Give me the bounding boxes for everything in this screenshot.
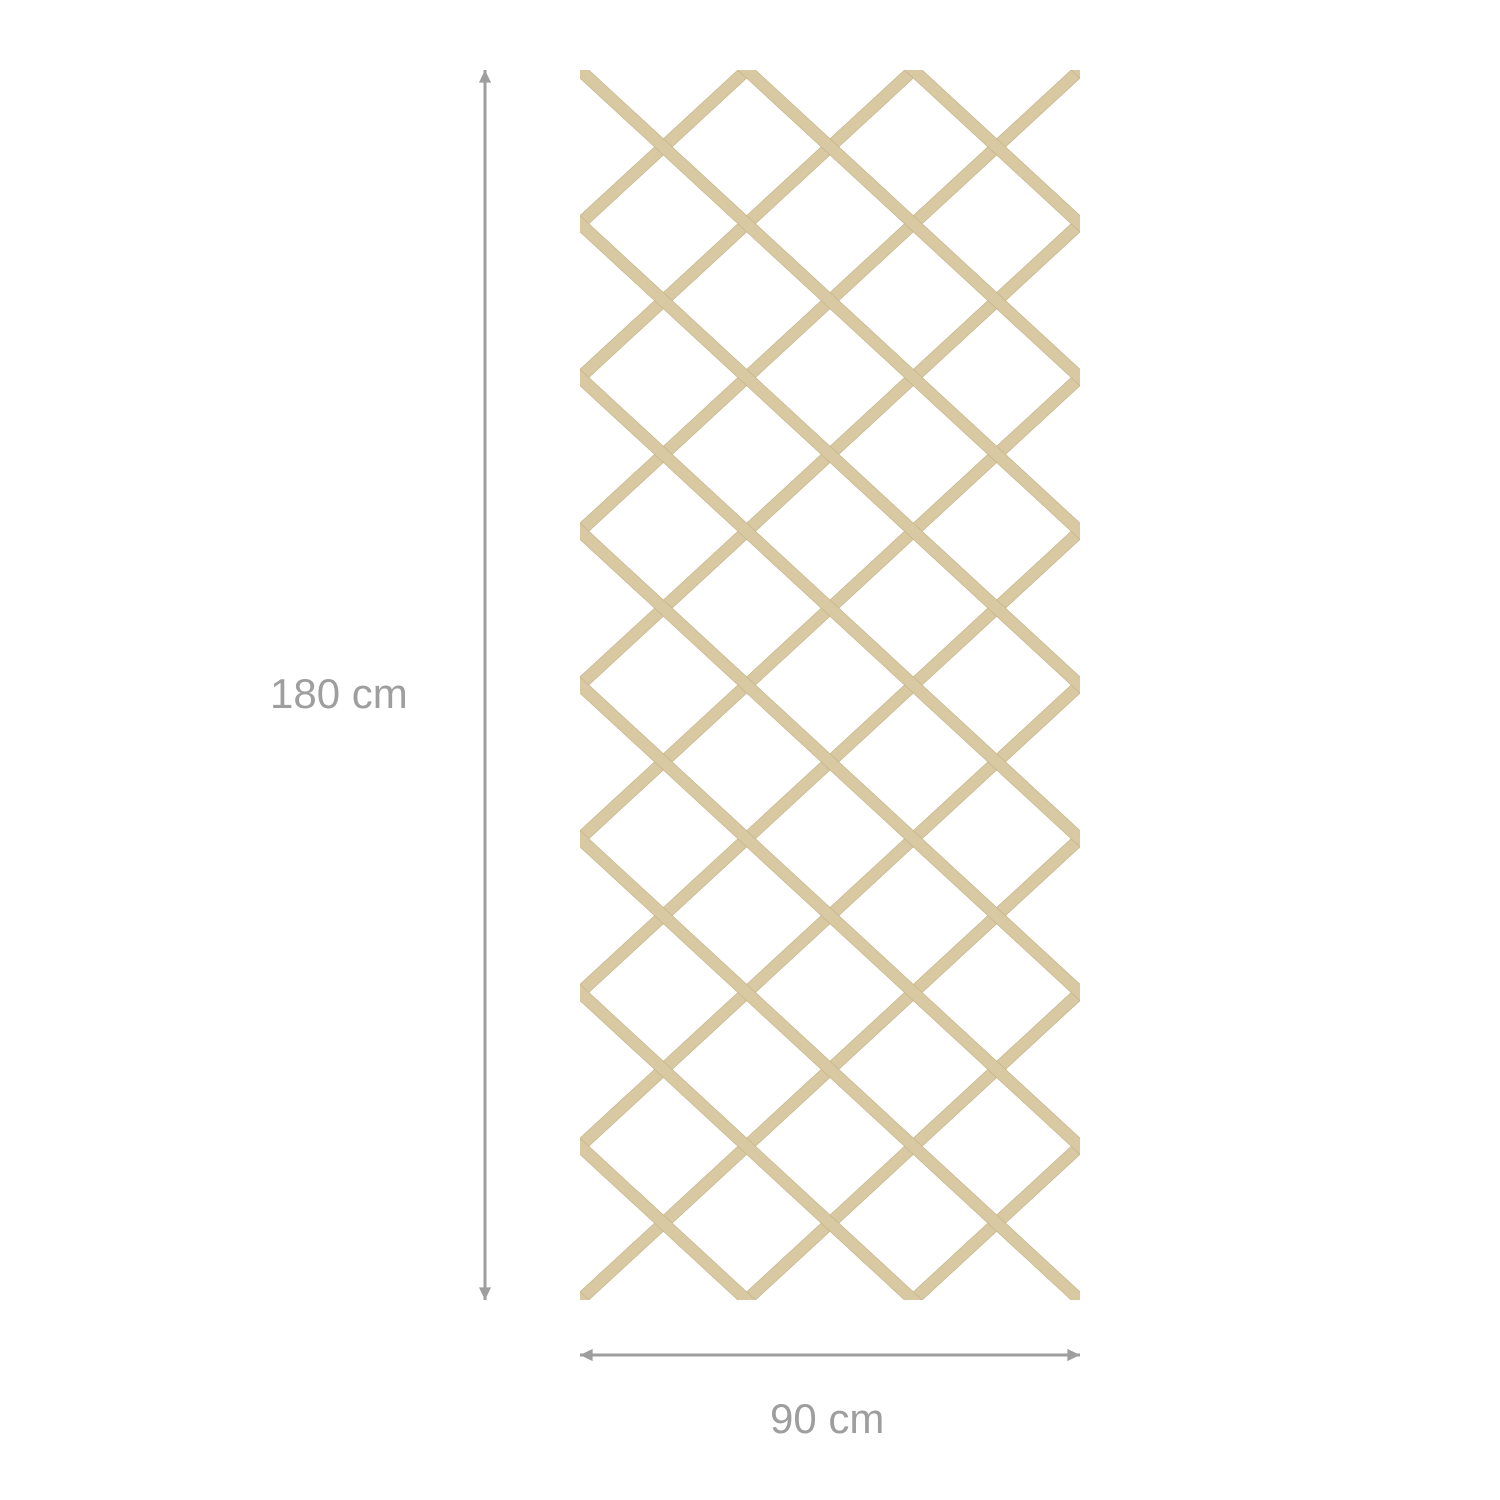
height-label: 180 cm bbox=[270, 670, 408, 718]
lattice bbox=[243, 0, 1418, 1500]
width-label: 90 cm bbox=[770, 1395, 884, 1443]
diagram-stage: 180 cm 90 cm bbox=[0, 0, 1500, 1500]
diagram-svg bbox=[0, 0, 1500, 1500]
